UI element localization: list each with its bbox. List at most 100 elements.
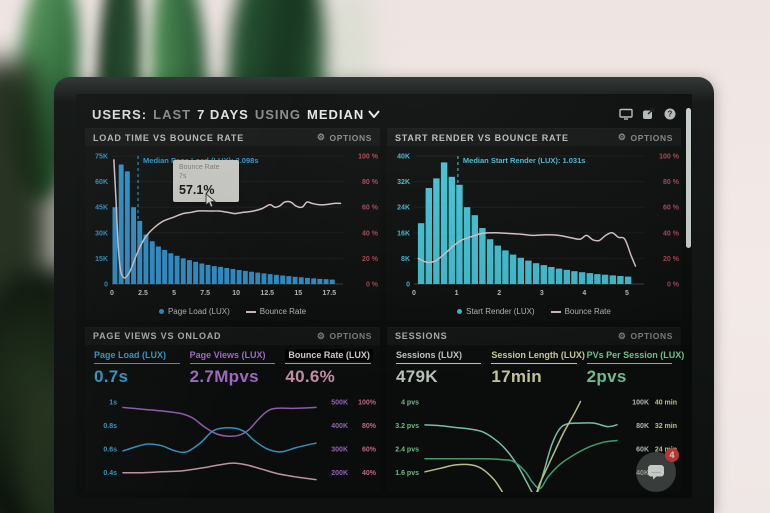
- svg-text:400K: 400K: [331, 423, 348, 430]
- svg-text:100K: 100K: [632, 400, 649, 407]
- metrics-row: Page Load (LUX) 0.7s Page Views (LUX) 2.…: [85, 345, 380, 391]
- start-render-chart[interactable]: 40K 100 % 32K 80 % 24K 60 % 16K 40 % 8K 20 % 0 0 % 0…: [387, 146, 681, 304]
- mouse-cursor: [205, 194, 217, 208]
- svg-text:2.4 pvs: 2.4 pvs: [395, 447, 419, 454]
- panel-load-time-vs-bounce-rate: LOAD TIME VS BOUNCE RATE ⚙ OPTIONS 75K 100…: [85, 128, 380, 320]
- svg-text:2: 2: [497, 290, 501, 297]
- median-dropdown[interactable]: MEDIAN: [307, 107, 381, 122]
- svg-text:80 %: 80 %: [663, 179, 680, 186]
- metric-page-load: Page Load (LUX) 0.7s: [94, 350, 180, 389]
- svg-text:0: 0: [110, 290, 114, 297]
- chat-icon: [648, 465, 664, 480]
- svg-text:12.5: 12.5: [260, 290, 274, 297]
- gear-icon: ⚙: [316, 132, 326, 142]
- metrics-row: Sessions (LUX) 479K Session Length (LUX)…: [387, 345, 685, 391]
- svg-text:100 %: 100 %: [659, 154, 680, 161]
- svg-text:75K: 75K: [95, 154, 108, 161]
- options-button-load-time[interactable]: ⚙ OPTIONS: [316, 132, 372, 143]
- svg-text:300K: 300K: [331, 447, 348, 454]
- svg-text:32K: 32K: [397, 179, 410, 186]
- svg-text:40K: 40K: [397, 154, 410, 161]
- legend-dot-icon: [158, 309, 164, 315]
- title-using: USING: [254, 106, 302, 122]
- svg-text:60K: 60K: [636, 447, 649, 454]
- svg-text:0: 0: [104, 282, 108, 289]
- svg-text:80 %: 80 %: [362, 179, 379, 186]
- svg-text:17.5: 17.5: [323, 290, 337, 297]
- svg-text:100 %: 100 %: [358, 154, 379, 161]
- svg-text:16K: 16K: [397, 230, 410, 237]
- svg-text:4 pvs: 4 pvs: [401, 400, 419, 407]
- svg-text:24K: 24K: [397, 205, 410, 212]
- title-last: LAST: [153, 106, 192, 122]
- svg-text:7.5: 7.5: [200, 290, 210, 297]
- legend-line-icon: [245, 310, 256, 313]
- svg-text:4: 4: [582, 290, 586, 297]
- legend-dot-icon: [457, 309, 463, 315]
- metric-pvs-per-session: PVs Per Session (LUX) 2pvs: [586, 349, 685, 386]
- load-time-chart[interactable]: 75K 100 % 60K 80 % 45K 60 % 30K 40 % 15K 20 % 0 0 %…: [85, 146, 380, 304]
- svg-text:60%: 60%: [362, 447, 377, 454]
- svg-text:0: 0: [406, 282, 410, 289]
- panel-title: PAGE VIEWS VS ONLOAD: [93, 331, 222, 342]
- svg-text:10: 10: [232, 290, 240, 297]
- svg-text:15: 15: [294, 290, 302, 297]
- options-button-start-render[interactable]: ⚙ OPTIONS: [617, 132, 673, 143]
- metric-session-length: Session Length (LUX) 17min: [491, 349, 585, 386]
- panel-sessions: SESSIONS ⚙ OPTIONS Sessions (LUX) 479K Se…: [387, 326, 685, 498]
- svg-text:0 %: 0 %: [667, 282, 680, 289]
- page-views-chart[interactable]: 1s 500K 100% 0.8s 400K 80% 0.6s 300K 60% 0.4s 200K…: [85, 391, 380, 492]
- svg-text:40 %: 40 %: [663, 230, 680, 237]
- svg-text:3.2 pvs: 3.2 pvs: [395, 423, 419, 430]
- scrollbar[interactable]: [686, 108, 691, 248]
- svg-text:Median Start Render (LUX): 1.0: Median Start Render (LUX): 1.031s: [463, 156, 586, 165]
- dashboard-screen: USERS: LAST 7 DAYS USING MEDIAN: [76, 94, 692, 498]
- chart-legend: Page Load (LUX) Bounce Rate: [85, 304, 380, 320]
- help-icon[interactable]: ?: [664, 108, 676, 120]
- gear-icon: ⚙: [316, 330, 326, 341]
- page-title: USERS: LAST 7 DAYS USING MEDIAN: [92, 106, 381, 122]
- options-button-page-views[interactable]: ⚙ OPTIONS: [316, 330, 372, 342]
- display-icon[interactable]: [619, 108, 633, 120]
- svg-text:30K: 30K: [95, 230, 108, 237]
- svg-text:200K: 200K: [331, 470, 348, 477]
- panel-title: SESSIONS: [395, 331, 448, 342]
- svg-text:0.8s: 0.8s: [103, 423, 117, 430]
- share-icon[interactable]: [642, 108, 655, 120]
- svg-text:1.6 pvs: 1.6 pvs: [395, 470, 419, 477]
- svg-text:20 %: 20 %: [663, 256, 680, 263]
- svg-text:3: 3: [540, 290, 544, 297]
- svg-text:32 min: 32 min: [655, 423, 677, 430]
- svg-text:1: 1: [455, 290, 459, 297]
- options-button-sessions[interactable]: ⚙ OPTIONS: [617, 330, 673, 342]
- chat-button[interactable]: 4: [636, 448, 679, 492]
- metric-sessions: Sessions (LUX) 479K: [396, 350, 482, 389]
- svg-text:15K: 15K: [95, 256, 108, 263]
- panel-title: START RENDER VS BOUNCE RATE: [395, 132, 569, 143]
- svg-text:0 %: 0 %: [366, 282, 379, 289]
- laptop-bezel: USERS: LAST 7 DAYS USING MEDIAN: [54, 77, 714, 513]
- svg-text:40 min: 40 min: [655, 400, 677, 407]
- svg-text:80K: 80K: [636, 423, 649, 430]
- dashboard-header: USERS: LAST 7 DAYS USING MEDIAN: [76, 94, 692, 126]
- dashboard-grid: LOAD TIME VS BOUNCE RATE ⚙ OPTIONS 75K 100…: [85, 128, 685, 498]
- svg-text:40%: 40%: [362, 470, 377, 477]
- legend-line-icon: [550, 310, 561, 313]
- panel-start-render-vs-bounce-rate: START RENDER VS BOUNCE RATE ⚙ OPTIONS 40K…: [387, 128, 681, 320]
- chevron-down-icon: [368, 110, 381, 118]
- svg-text:20 %: 20 %: [362, 256, 379, 263]
- svg-text:40 %: 40 %: [362, 230, 379, 237]
- gear-icon: ⚙: [617, 132, 627, 142]
- svg-text:0: 0: [412, 290, 416, 297]
- svg-text:60 %: 60 %: [663, 205, 680, 212]
- svg-text:60 %: 60 %: [362, 205, 379, 212]
- title-users: USERS:: [92, 106, 148, 122]
- svg-text:2.5: 2.5: [138, 290, 148, 297]
- metric-bounce-rate: Bounce Rate (LUX) 40.6%: [285, 348, 373, 389]
- metric-page-views: Page Views (LUX) 2.7Mpvs: [189, 350, 276, 389]
- svg-text:80%: 80%: [362, 423, 377, 430]
- chat-badge: 4: [665, 448, 679, 462]
- svg-text:?: ?: [668, 110, 673, 119]
- svg-text:1s: 1s: [109, 400, 117, 407]
